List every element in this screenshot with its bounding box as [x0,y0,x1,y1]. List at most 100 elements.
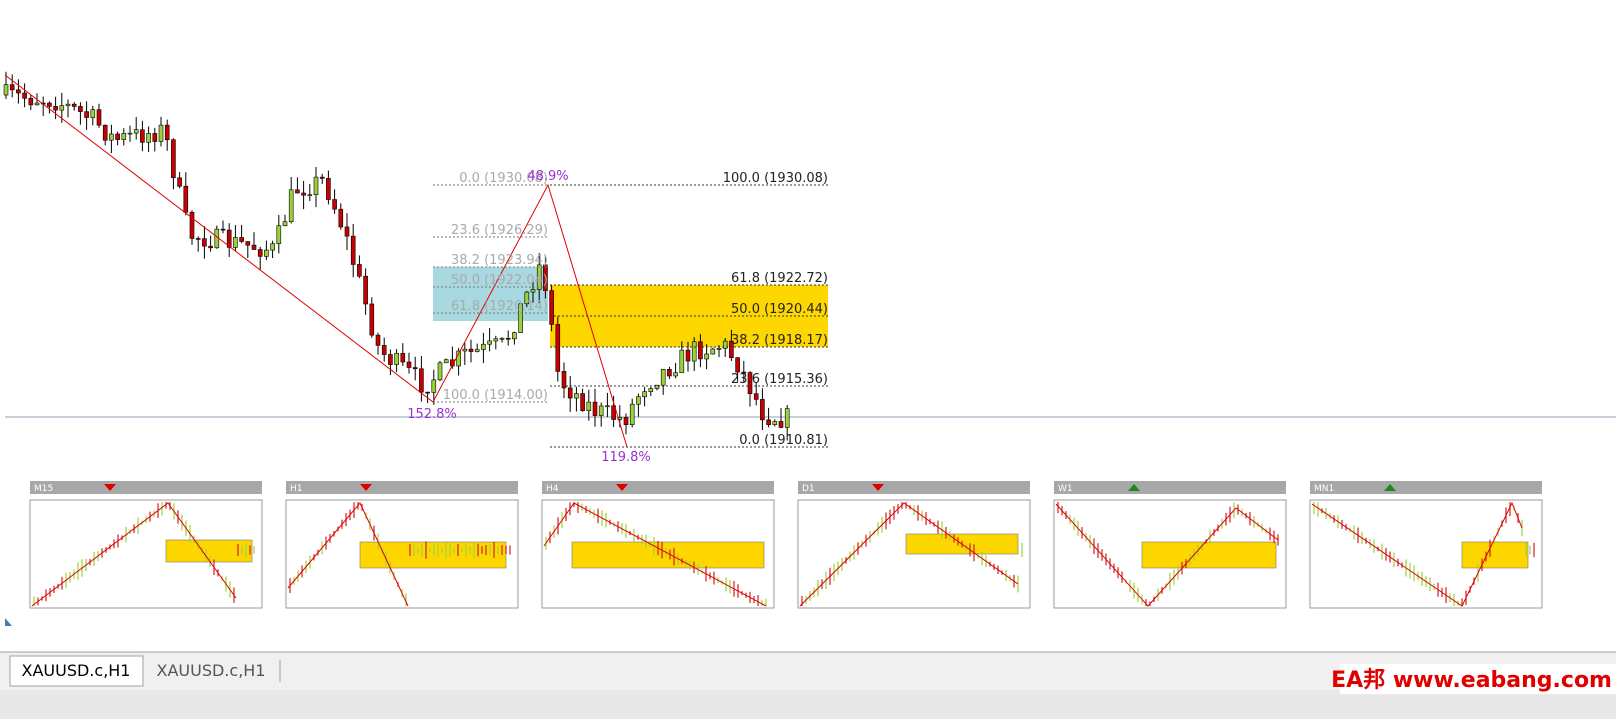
candle-body [90,109,96,118]
candle-body [543,264,548,291]
candle-body [555,324,561,372]
candle-body [704,353,709,360]
candle-body [71,103,77,107]
candle-body [307,194,313,197]
timeframe-panel[interactable]: D1 [797,481,1031,609]
candle-body [381,345,387,355]
candle-body [109,133,114,141]
candle-body [202,238,207,247]
panel-label: D1 [802,484,815,494]
candle-body [282,221,288,227]
watermark: EA邦 www.eabang.com [1331,668,1612,693]
candle-body [481,343,486,350]
candle-body [673,372,678,377]
mini-zigzag [287,502,409,607]
candle-body [729,340,734,359]
candle-body [536,264,542,290]
candle-body [766,419,771,425]
candle-body [84,111,89,118]
fib-label: 50.0 (1922.04) [451,273,548,288]
candle-body [233,237,238,248]
fib-label: 0.0 (1910.81) [739,433,828,448]
candle-body [189,211,195,239]
candle-body [468,348,474,352]
candle-body [735,357,740,373]
panel-header [1054,481,1286,494]
candle-body [9,84,15,91]
candle-body [158,124,164,142]
candle-body [722,340,728,349]
candle-body [34,102,40,106]
candle-body [642,391,647,398]
candle-body [474,349,480,352]
mini-zigzag [1055,503,1279,607]
candle-body [437,362,443,381]
fib-label: 23.6 (1915.36) [731,372,828,387]
candle-body [760,399,765,421]
panel-label: M15 [34,484,53,494]
candle-body [561,371,567,389]
candle-body [47,102,52,107]
candle-body [648,388,654,392]
timeframe-panel[interactable]: W1 [1053,481,1287,609]
candle-body [623,417,629,426]
candle-body [462,348,468,352]
candle-body [332,199,337,210]
candle-body [313,176,319,196]
candle-body [257,249,263,257]
zigzag-label: 48.9% [527,169,568,184]
candle-body [772,421,778,425]
candle-body [115,133,120,140]
candle-body [487,340,492,345]
status-bar [0,690,1616,719]
scroll-marker [5,618,12,626]
candle-body [567,387,573,399]
candle-body [747,372,753,395]
timeframe-panel[interactable]: H1 [285,481,519,609]
candle-body [431,379,437,393]
tab-label[interactable]: XAUUSD.c,H1 [157,661,266,680]
mini-zone [359,541,507,569]
candle-body [406,361,412,368]
candle-body [394,352,399,365]
candle-body [326,178,331,200]
mini-zigzag [799,502,1019,607]
candle-body [171,139,176,179]
candle-body [363,275,368,305]
candle-body [133,129,139,134]
mini-zigzag [1311,501,1523,607]
candle-body [102,124,108,141]
candle-body [741,371,747,374]
tab-active[interactable] [9,655,144,687]
mini-chart [1053,499,1287,609]
candle-body [96,109,102,126]
candle-body [295,189,300,194]
trend-arrow [872,484,884,491]
watermark-bg [1340,664,1616,694]
candle-body [530,289,536,293]
trend-arrow [616,484,628,491]
candle-body [388,354,393,365]
tab-label[interactable]: XAUUSD.c,H1 [22,661,131,680]
timeframe-panel[interactable]: MN1 [1309,481,1543,609]
candle-body [586,401,592,411]
candle-body [338,208,344,228]
candle-body [549,290,554,325]
timeframe-panel[interactable]: H4 [541,481,775,609]
candle-body [251,244,257,250]
panel-header [30,481,262,494]
fib-label: 38.2 (1923.94) [451,253,548,268]
candle-body [493,338,499,342]
candle-body [499,337,505,340]
candle-body [301,192,306,196]
candle-body [654,384,660,389]
candle-body [667,369,672,377]
timeframe-panel[interactable]: M15 [29,481,263,609]
candle-body [140,129,145,143]
candle-body [660,369,666,386]
candle-body [78,106,83,112]
panel-header [798,481,1030,494]
mini-zigzag [543,502,767,607]
